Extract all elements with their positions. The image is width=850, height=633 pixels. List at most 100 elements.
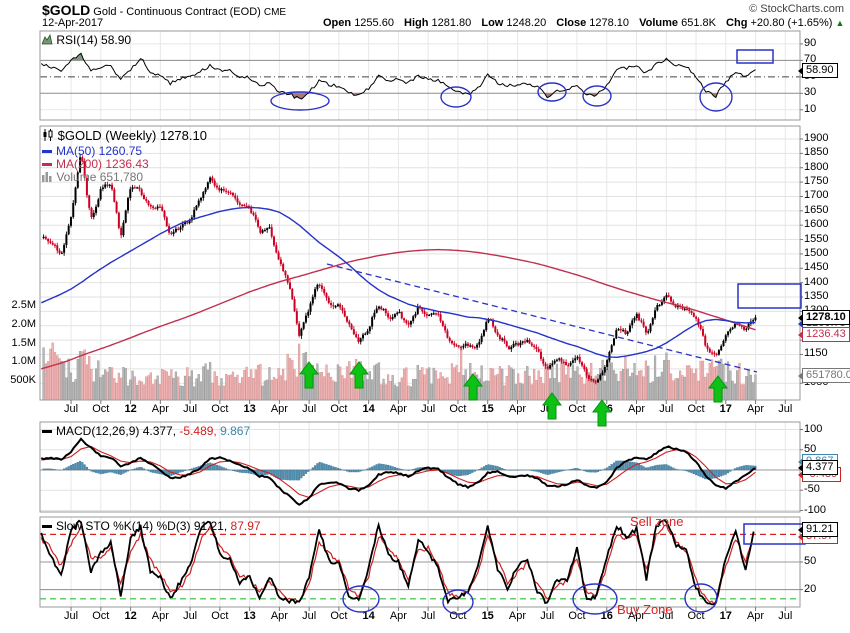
x-axis-tick-label: Jul [659, 610, 674, 622]
x-axis-tick-label: Oct [449, 403, 467, 415]
rsi-axis-label: 90 [804, 36, 817, 49]
price-axis-label: 1900 [804, 132, 829, 144]
x-axis-tick-label: Oct [330, 610, 348, 622]
ma200-legend: MA(200) 1236.43 [42, 157, 149, 171]
volume-legend: Volume 651,780 [42, 170, 143, 184]
macd-hist-value: 9.867 [220, 424, 251, 438]
x-axis-tick-label: Apr [746, 610, 765, 622]
copyright-link[interactable]: © StockCharts.com [749, 3, 844, 15]
high-label: High [404, 17, 429, 29]
volume-label: Volume [639, 17, 679, 29]
rsi-line [40, 52, 756, 100]
price-axis-label: 1150 [804, 347, 828, 360]
x-axis-tick-label: Apr [627, 403, 646, 415]
x-axis-tick-label: Jul [64, 610, 79, 622]
sto-value-callout: 91.21 [798, 522, 838, 537]
macd-signal-value: -5.489, [179, 424, 217, 438]
rsi-value-callout: 58.90 [798, 62, 838, 78]
macd-legend: MACD(12,26,9) 4.377, -5.489, 9.867 [42, 424, 250, 438]
volume-axis-label: 1.0M [11, 355, 36, 368]
rsi-legend: RSI(14) 58.90 [41, 33, 132, 47]
x-axis-tick-label: Jul [64, 403, 79, 415]
rsi-axis-label: 30 [804, 86, 817, 99]
macd-axis-label: -50 [804, 483, 820, 496]
x-axis-tick-label: Apr [151, 610, 169, 622]
close-value: 1278.10 [589, 17, 630, 29]
rsi-area-icon [41, 33, 53, 45]
macd-legend-label: MACD(12,26,9) 4.377, [56, 424, 177, 438]
quote-line: Open 1255.60 High 1281.80 Low 1248.20 Cl… [316, 17, 844, 29]
sto-d-value: 87.97 [230, 519, 261, 533]
price-value-callout: 1278.10 [798, 310, 850, 325]
x-axis-tick-label: Jul [421, 610, 436, 622]
open-value: 1255.60 [354, 17, 394, 29]
chg-value: +20.80 (+1.65%) [750, 17, 833, 29]
x-axis-tick-label: Jul [778, 403, 793, 415]
x-axis-tick-label: Oct [92, 403, 110, 415]
x-axis-tick-label: Jul [540, 610, 555, 622]
x-axis-tick-label: Jul [778, 610, 793, 622]
x-axis-tick-label: Apr [389, 610, 407, 622]
price-axis-label: 1500 [804, 246, 829, 259]
sto-axis-label: 50 [804, 555, 817, 567]
volume-legend-label: Volume 651,780 [56, 170, 144, 184]
price-axis-label: 1750 [804, 175, 829, 188]
chart-title: $GOLD Gold - Continuous Contract (EOD) C… [42, 2, 286, 18]
buy-zone-label: Buy Zone [617, 602, 673, 617]
x-axis-tick-label: 13 [243, 403, 256, 415]
candlestick-icon [43, 129, 53, 141]
x-axis-tick-label: 17 [719, 610, 732, 622]
macd-signal-line [41, 445, 756, 499]
x-axis-tick-label: Oct [211, 610, 229, 622]
macd-value-callout: 4.377 [798, 460, 838, 475]
x-axis-tick-label: Apr [389, 403, 407, 415]
rsi-axis-label: 10 [804, 102, 817, 115]
volume-axis-label: 1.5M [11, 336, 36, 349]
rsi-legend-label: RSI(14) 58.90 [56, 33, 132, 47]
volume-axis-label: 2.0M [11, 317, 36, 330]
x-axis-tick-label: Jul [302, 403, 317, 415]
price-legend-label: $GOLD (Weekly) 1278.10 [57, 128, 207, 143]
x-axis-tick-label: Oct [687, 610, 705, 622]
price-candles [42, 154, 757, 385]
x-axis-tick-label: Oct [330, 403, 348, 415]
chg-up-icon: ▲ [835, 18, 845, 28]
high-value: 1281.80 [431, 17, 472, 29]
x-axis-tick-label: 17 [719, 403, 732, 415]
low-value: 1248.20 [506, 17, 547, 29]
x-axis-tick-label: Jul [421, 403, 436, 415]
macd-axis-label: 100 [804, 422, 823, 435]
price-axis-label: 1650 [804, 203, 829, 216]
volume-value-callout: 651780.0 [798, 368, 850, 384]
rsi-axis-label: 70 [804, 53, 817, 66]
x-axis-tick-label: Apr [151, 403, 169, 415]
x-axis-tick-label: Jul [183, 610, 198, 622]
price-axis-label: 1700 [804, 189, 829, 202]
ma50-legend-label: MA(50) 1260.75 [56, 144, 143, 158]
instrument-name: Gold - Continuous Contract (EOD) [93, 6, 261, 18]
x-axis-tick-label: Apr [508, 610, 527, 622]
low-label: Low [481, 17, 504, 29]
chg-label: Chg [726, 17, 748, 29]
sto-axis-label: 20 [804, 582, 817, 595]
chart-date: 12-Apr-2017 [42, 17, 104, 29]
x-axis-tick-label: Jul [659, 403, 674, 415]
ma200-line-icon [42, 163, 52, 166]
macd-line [40, 437, 756, 506]
x-axis-tick-label: Apr [270, 610, 288, 622]
macd-axis-label: 50 [804, 442, 817, 455]
x-axis-tick-label: 12 [124, 403, 137, 415]
ma200-legend-label: MA(200) 1236.43 [56, 157, 149, 171]
x-axis-tick-label: Apr [746, 403, 765, 415]
volume-axis-label: 500K [10, 374, 36, 387]
macd-line-icon [42, 430, 52, 433]
price-axis-label: 1850 [804, 146, 829, 159]
price-legend: $GOLD (Weekly) 1278.10 [42, 128, 207, 143]
macd-axis-label: -100 [804, 503, 827, 516]
x-axis-tick-label: Apr [508, 403, 527, 415]
price-axis-label: 1450 [804, 261, 829, 274]
sto-line-icon [42, 525, 52, 528]
x-axis-tick-label: Jul [302, 610, 317, 622]
